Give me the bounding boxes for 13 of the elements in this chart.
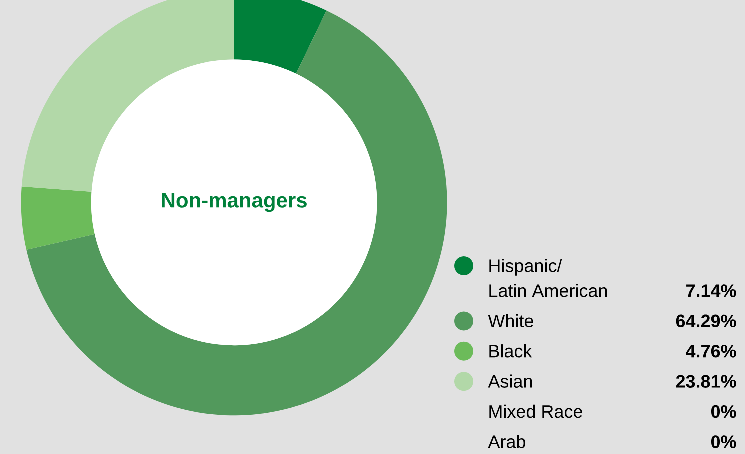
legend-label: Asian	[488, 374, 532, 388]
data-label: 23.81%	[676, 375, 736, 388]
data-label: 4.76%	[686, 345, 736, 358]
legend-label: Black	[490, 344, 532, 358]
data-label: 64.29%	[676, 314, 736, 328]
text: 0%	[711, 436, 736, 448]
category-label: Mixed Race	[490, 404, 582, 418]
text: Non-managers	[162, 193, 307, 212]
legend-label: Hispanic/ Latin American	[490, 259, 608, 298]
text: 0%	[711, 405, 736, 418]
category-label: Arab	[488, 435, 526, 448]
legend-label: White	[488, 314, 534, 328]
data-label: 7.14%	[686, 284, 736, 298]
